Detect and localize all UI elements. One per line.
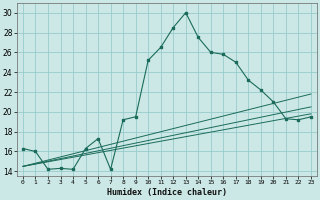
X-axis label: Humidex (Indice chaleur): Humidex (Indice chaleur) (107, 188, 227, 197)
